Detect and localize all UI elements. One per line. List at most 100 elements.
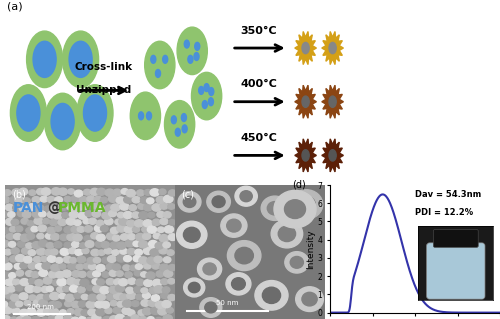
Circle shape [36,189,44,195]
Circle shape [207,191,231,212]
Circle shape [48,315,56,319]
Circle shape [168,204,175,209]
Circle shape [118,212,124,218]
Circle shape [176,221,207,248]
Circle shape [130,92,160,140]
Text: (d): (d) [292,180,306,190]
Text: (a): (a) [7,2,22,12]
Circle shape [67,234,76,241]
Circle shape [113,307,121,313]
Circle shape [86,241,94,248]
Circle shape [95,301,104,308]
Circle shape [168,190,176,196]
Circle shape [162,300,171,308]
Circle shape [156,70,160,78]
Circle shape [110,300,117,306]
Circle shape [97,205,104,211]
Circle shape [48,301,57,308]
Circle shape [138,241,147,248]
Circle shape [154,256,162,263]
Circle shape [106,278,114,285]
Circle shape [142,226,150,233]
Circle shape [56,315,63,319]
Circle shape [144,41,175,89]
Circle shape [26,227,34,234]
Text: (b): (b) [12,189,26,199]
Circle shape [66,218,76,225]
Circle shape [130,265,137,271]
Circle shape [161,293,168,299]
Circle shape [20,263,27,269]
Circle shape [133,241,140,247]
Circle shape [27,308,36,315]
Circle shape [200,298,222,317]
Circle shape [32,316,40,319]
Circle shape [144,247,153,255]
Text: 450°C: 450°C [240,133,277,143]
Circle shape [136,234,145,241]
Circle shape [285,252,309,273]
Circle shape [138,316,147,319]
Circle shape [184,40,190,48]
Circle shape [88,218,96,224]
Circle shape [128,278,136,284]
Circle shape [127,292,136,299]
Circle shape [147,257,156,264]
Circle shape [101,241,110,248]
Circle shape [124,211,132,219]
Circle shape [228,241,261,271]
Circle shape [36,263,43,270]
Circle shape [198,86,203,94]
Circle shape [35,279,43,286]
Circle shape [184,196,196,207]
Circle shape [4,249,12,255]
Circle shape [84,189,91,195]
Circle shape [92,314,101,319]
Circle shape [168,294,175,300]
Circle shape [0,301,8,307]
Circle shape [116,197,125,204]
Circle shape [96,309,104,316]
Circle shape [108,256,116,263]
Circle shape [27,233,34,239]
Circle shape [6,233,14,239]
Circle shape [208,98,214,106]
Circle shape [134,220,144,227]
Circle shape [194,53,199,61]
Circle shape [164,226,173,233]
Circle shape [50,249,58,255]
Circle shape [86,317,93,319]
Circle shape [67,203,76,210]
Circle shape [0,240,9,247]
Circle shape [141,300,150,306]
Circle shape [28,278,35,284]
Circle shape [36,205,44,212]
Circle shape [134,271,141,276]
Circle shape [64,242,71,248]
Circle shape [62,212,68,218]
Circle shape [42,219,50,224]
Circle shape [120,234,128,240]
Circle shape [117,242,126,249]
Circle shape [148,212,155,218]
Circle shape [78,212,87,219]
Circle shape [168,278,175,284]
Circle shape [2,197,10,203]
Circle shape [21,218,28,224]
Circle shape [182,114,186,122]
Circle shape [116,225,126,232]
Circle shape [86,285,94,291]
Circle shape [44,294,51,300]
Text: PMMA: PMMA [58,201,106,215]
Circle shape [22,211,31,218]
Circle shape [226,219,241,232]
Text: @: @ [48,201,62,215]
Circle shape [10,197,19,204]
Circle shape [142,293,150,299]
Circle shape [163,315,172,319]
Circle shape [52,204,60,211]
Circle shape [42,263,50,269]
Circle shape [66,278,76,285]
Circle shape [20,278,29,286]
Circle shape [203,263,216,275]
